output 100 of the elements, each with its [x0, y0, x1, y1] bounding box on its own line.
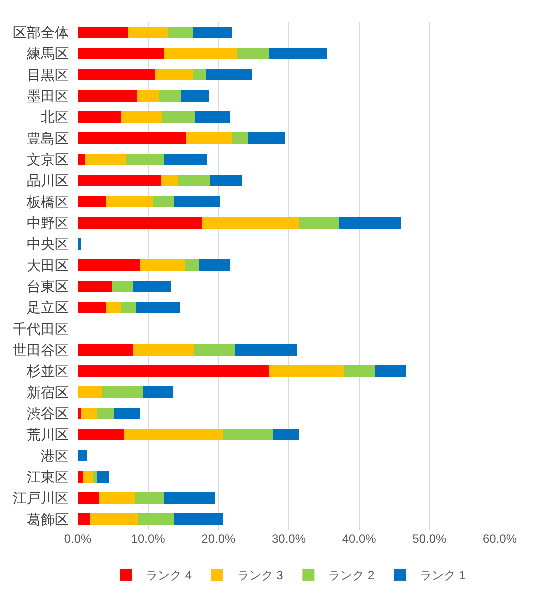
bar — [193, 26, 233, 38]
y-tick-label: 江東区 — [27, 470, 69, 486]
y-tick-label: 北区 — [41, 110, 69, 126]
bar — [78, 111, 121, 124]
y-tick-label: 渋谷区 — [27, 406, 69, 422]
y-tick-label: 区部全体 — [13, 25, 69, 42]
bar — [99, 492, 136, 504]
bar — [234, 344, 298, 356]
bar — [269, 365, 345, 378]
bar — [78, 90, 138, 102]
bar — [143, 386, 173, 398]
bar — [78, 450, 88, 462]
bar — [106, 196, 154, 208]
bar — [224, 428, 274, 441]
bar — [232, 132, 248, 144]
bar — [78, 344, 133, 356]
bar — [106, 302, 121, 314]
y-tick-label: 板橋区 — [26, 194, 69, 211]
bar — [80, 408, 98, 420]
bar — [136, 302, 180, 314]
bar — [78, 365, 270, 378]
bar — [153, 196, 174, 208]
bar — [269, 48, 327, 60]
bar — [78, 154, 86, 166]
bar — [193, 69, 206, 81]
bar — [137, 90, 159, 102]
y-tick-label: 台東区 — [27, 279, 69, 296]
bar — [78, 217, 202, 229]
x-tick-label: 0.0% — [64, 532, 92, 546]
bar — [200, 260, 231, 272]
bar — [164, 48, 237, 60]
bar — [78, 132, 186, 144]
bar — [78, 471, 84, 483]
bar — [112, 280, 134, 292]
bar — [86, 154, 127, 166]
bar — [194, 111, 231, 124]
bar — [132, 344, 194, 356]
bar — [124, 428, 224, 441]
bar — [236, 48, 270, 60]
y-tick-label: 荒川区 — [27, 428, 69, 444]
bar — [120, 111, 162, 124]
bar — [98, 408, 115, 420]
bar — [164, 154, 208, 166]
bar — [202, 217, 300, 229]
bar — [376, 365, 406, 378]
bar — [300, 217, 339, 229]
y-tick-label: 杉並区 — [26, 364, 69, 380]
y-tick-label: 豊島区 — [27, 131, 69, 148]
bar — [155, 69, 194, 81]
bar — [164, 492, 216, 504]
bar — [194, 344, 235, 356]
bar — [78, 26, 128, 38]
bar — [120, 302, 136, 314]
y-tick-label: 品川区 — [27, 174, 69, 190]
x-tick-label: 20.0% — [202, 532, 236, 546]
legend-label: ランク 3 — [237, 568, 284, 583]
bar — [168, 26, 194, 38]
legend-label: ランク 1 — [420, 568, 466, 583]
bar — [78, 174, 161, 187]
bar — [78, 386, 102, 398]
bar — [128, 26, 169, 38]
y-tick-label: 新宿区 — [27, 385, 69, 402]
legend-label: ランク 2 — [328, 568, 375, 583]
y-tick-label: 目黒区 — [27, 68, 69, 84]
bar — [78, 514, 90, 526]
bar — [140, 260, 186, 272]
x-tick-label: 40.0% — [342, 532, 377, 546]
bar — [186, 132, 232, 144]
bar — [186, 260, 200, 272]
bar — [158, 90, 182, 102]
bar — [248, 132, 286, 144]
bar — [174, 196, 220, 208]
bar — [78, 428, 124, 441]
bar — [338, 217, 402, 229]
bar — [344, 365, 376, 378]
bar — [134, 280, 171, 292]
y-tick-label: 世田谷区 — [13, 342, 69, 359]
bar — [92, 471, 98, 483]
bar — [178, 174, 210, 187]
x-tick-label: 30.0% — [272, 532, 306, 546]
y-tick-label: 葛飾区 — [27, 512, 69, 528]
bar — [210, 174, 242, 187]
bar — [136, 492, 164, 504]
bar — [126, 154, 164, 166]
bar — [162, 111, 195, 124]
y-tick-label: 千代田区 — [13, 322, 69, 338]
bar — [98, 471, 109, 483]
bar — [274, 428, 300, 441]
y-tick-label: 中央区 — [27, 237, 69, 254]
y-tick-label: 江戸川区 — [13, 491, 69, 508]
legend-label: ランク 4 — [146, 568, 192, 583]
bar — [78, 260, 141, 272]
bar — [206, 69, 252, 81]
y-tick-label: 墨田区 — [27, 88, 69, 105]
bar — [138, 514, 174, 526]
x-tick-label: 50.0% — [412, 532, 448, 546]
bar — [78, 408, 81, 420]
bar — [78, 48, 165, 60]
bar — [84, 471, 93, 483]
x-tick-label: 10.0% — [131, 532, 166, 546]
